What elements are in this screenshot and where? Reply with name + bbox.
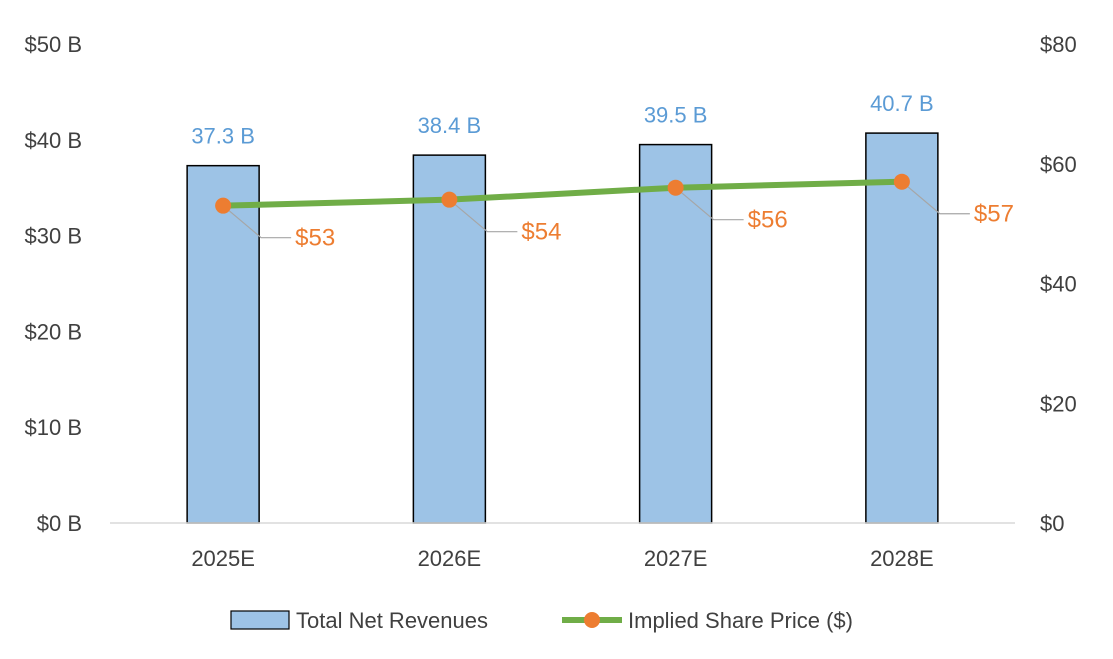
price-data-label: $57 bbox=[974, 201, 1014, 228]
price-leader-line bbox=[448, 199, 518, 233]
revenue-bar bbox=[186, 164, 260, 524]
share-price-line bbox=[220, 178, 905, 209]
left-axis-ticks: $0 B $10 B $20 B $30 B $40 B $50 B bbox=[25, 32, 83, 536]
right-tick-label: $20 bbox=[1040, 391, 1077, 416]
legend: Total Net Revenues Implied Share Price (… bbox=[230, 608, 853, 633]
revenue-bar bbox=[865, 132, 939, 524]
revenue-data-label: 40.7 B bbox=[870, 91, 934, 116]
revenue-data-label: 37.3 B bbox=[191, 124, 255, 149]
legend-price-marker-swatch bbox=[584, 612, 600, 628]
left-tick-label: $10 B bbox=[25, 415, 83, 440]
price-data-label: $56 bbox=[748, 207, 788, 234]
revenue-data-label: 38.4 B bbox=[418, 113, 482, 138]
right-tick-label: $40 bbox=[1040, 272, 1077, 297]
x-axis-tick-labels: 2025E 2026E 2027E 2028E bbox=[191, 546, 933, 571]
x-tick-label: 2028E bbox=[870, 546, 934, 571]
right-tick-label: $0 bbox=[1040, 511, 1064, 536]
price-leader-line bbox=[901, 181, 970, 215]
right-tick-label: $80 bbox=[1040, 32, 1077, 57]
price-marker bbox=[893, 173, 910, 190]
legend-revenue-label: Total Net Revenues bbox=[296, 608, 488, 633]
price-data-label: $53 bbox=[295, 225, 335, 252]
price-marker bbox=[667, 179, 684, 196]
share-price-markers bbox=[215, 173, 910, 214]
revenue-bar bbox=[412, 154, 487, 524]
x-tick-label: 2027E bbox=[644, 546, 708, 571]
price-marker bbox=[215, 197, 232, 214]
revenue-bar bbox=[638, 143, 713, 524]
price-data-labels: $53 $54 $56 $57 bbox=[295, 201, 1014, 252]
revenue-data-label: 39.5 B bbox=[644, 103, 708, 128]
legend-price-label: Implied Share Price ($) bbox=[628, 608, 853, 633]
right-axis-ticks: $0 $20 $40 $60 $80 bbox=[1040, 32, 1077, 536]
left-tick-label: $50 B bbox=[25, 32, 83, 57]
left-tick-label: $30 B bbox=[25, 224, 83, 249]
revenue-data-labels: 37.3 B 38.4 B 39.5 B 40.7 B bbox=[191, 91, 933, 149]
left-tick-label: $20 B bbox=[25, 319, 83, 344]
right-tick-label: $60 bbox=[1040, 152, 1077, 177]
price-data-label: $54 bbox=[521, 219, 561, 246]
x-tick-label: 2025E bbox=[191, 546, 255, 571]
x-tick-label: 2026E bbox=[418, 546, 482, 571]
left-tick-label: $40 B bbox=[25, 128, 83, 153]
price-leader-line bbox=[675, 187, 744, 221]
price-leader-line bbox=[222, 205, 292, 239]
price-marker bbox=[441, 191, 458, 208]
left-tick-label: $0 B bbox=[37, 511, 82, 536]
legend-revenue-swatch bbox=[230, 610, 290, 630]
price-leader-lines bbox=[222, 181, 970, 239]
